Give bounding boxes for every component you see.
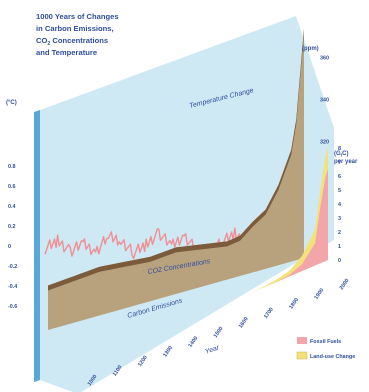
- year-tick-label: 1700: [263, 307, 275, 320]
- temp-y-tick-label: 0.8: [8, 164, 16, 170]
- title-line-4: and Temperature: [36, 48, 97, 57]
- co2-y-tick-label: 340: [320, 98, 329, 104]
- carbon-y-tick-label: 0: [338, 258, 341, 264]
- carbon-y-tick-label: 5: [338, 188, 341, 194]
- temp-y-ticks: 0.8 0.6 0.4 0.2 0 -0.2 -0.4 -0.6: [8, 164, 17, 310]
- temp-y-tick-label: 0.2: [8, 224, 16, 230]
- co2-y-ticks: 360 340 320: [320, 56, 329, 146]
- year-tick-label: 1600: [238, 316, 250, 329]
- temp-y-tick-label: 0.6: [8, 184, 16, 190]
- title-line-2: in Carbon Emissions,: [36, 24, 114, 33]
- legend-fossil-swatch: [297, 337, 307, 344]
- year-tick-label: 1900: [314, 287, 326, 300]
- year-tick-label: 1300: [162, 345, 174, 358]
- co2-y-tick-label: 320: [320, 140, 329, 146]
- title-line-1: 1000 Years of Changes: [36, 12, 119, 21]
- co2-area: [48, 28, 304, 330]
- carbon-y-ticks: 8 7 6 5 4 3 2 1 0: [338, 146, 341, 264]
- temp-unit-label: (°C): [6, 100, 17, 106]
- carbon-y-tick-label: 6: [338, 174, 341, 180]
- temperature-panel-edge: [34, 110, 40, 382]
- co2-y-tick-label: 360: [320, 56, 329, 62]
- year-tick-label: 1500: [213, 326, 225, 339]
- year-tick-label: 1000: [87, 374, 99, 387]
- year-tick-label: 1800: [288, 297, 300, 310]
- temp-y-tick-label: 0.4: [8, 204, 16, 210]
- carbon-y-tick-label: 3: [338, 216, 341, 222]
- carbon-y-tick-label: 2: [338, 230, 341, 236]
- carbon-unit-line2: per year: [334, 159, 358, 165]
- chart-title: 1000 Years of Changes in Carbon Emission…: [36, 12, 119, 57]
- carbon-unit-line1: (GtC): [334, 151, 349, 158]
- carbon-y-tick-label: 8: [338, 146, 341, 152]
- year-tick-label: 2000: [339, 278, 351, 291]
- carbon-y-tick-label: 1: [338, 244, 341, 250]
- temp-y-tick-label: -0.2: [8, 264, 17, 270]
- x-axis-label: Year: [204, 344, 221, 356]
- legend-fossil-label: Fossil Fuels: [310, 339, 341, 345]
- legend-landuse-swatch: [296, 351, 308, 360]
- temp-y-tick-label: -0.6: [8, 304, 17, 310]
- carbon-y-tick-label: 7: [338, 160, 341, 166]
- temp-y-tick-label: 0: [8, 244, 11, 250]
- temp-y-tick-label: -0.4: [8, 284, 17, 290]
- year-ticks: 1000 1100 1200 1300 1400 1500 1600 1700 1800 1900…: [87, 278, 351, 387]
- year-tick-label: 1400: [188, 335, 200, 348]
- co2-unit-label: (ppm): [302, 46, 319, 52]
- year-tick-label: 1200: [137, 355, 149, 368]
- legend-landuse-label: Land-use Change: [310, 354, 355, 360]
- title-line-3: CO2 Concentrations: [36, 36, 108, 47]
- legend: Fossil Fuels Land-use Change: [296, 337, 355, 360]
- year-tick-label: 1100: [112, 365, 124, 378]
- carbon-y-tick-label: 4: [338, 202, 341, 208]
